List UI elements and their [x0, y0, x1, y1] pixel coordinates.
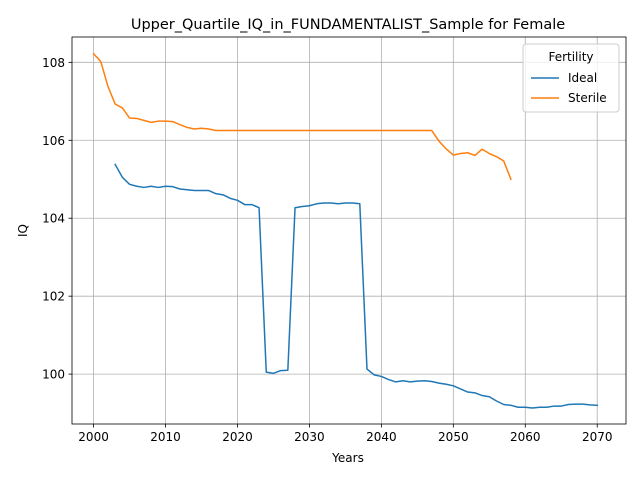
y-axis-label: IQ — [16, 224, 30, 237]
legend: Fertility Ideal Sterile — [522, 43, 620, 113]
series-line-ideal — [114, 163, 599, 409]
y-tick-label: 104 — [42, 212, 65, 226]
x-tick-label: 2000 — [78, 430, 109, 444]
y-tick-label: 102 — [42, 290, 65, 304]
x-tick-label: 2010 — [150, 430, 181, 444]
y-tick-label: 100 — [42, 368, 65, 382]
y-axis: 100 102 104 106 108 — [42, 56, 72, 382]
x-tick-label: 2030 — [294, 430, 325, 444]
axes-frame — [71, 36, 627, 425]
y-tick-label: 108 — [42, 56, 65, 70]
x-tick-label: 2070 — [582, 430, 613, 444]
x-tick-label: 2040 — [366, 430, 397, 444]
x-axis-label: Years — [331, 451, 364, 465]
x-tick-label: 2050 — [438, 430, 469, 444]
legend-title: Fertility — [548, 50, 593, 64]
x-tick-label: 2020 — [222, 430, 253, 444]
legend-box — [522, 43, 620, 113]
series-lines — [92, 52, 599, 409]
legend-label-sterile: Sterile — [568, 91, 607, 105]
x-tick-label: 2060 — [510, 430, 541, 444]
legend-label-ideal: Ideal — [568, 71, 597, 85]
series-line-sterile — [92, 52, 512, 181]
x-axis: 2000 2010 2020 2030 2040 2050 2060 2070 — [78, 424, 612, 444]
chart-title: Upper_Quartile_IQ_in_FUNDAMENTALIST_Samp… — [131, 17, 565, 33]
y-tick-label: 106 — [42, 134, 65, 148]
grid — [72, 37, 626, 424]
